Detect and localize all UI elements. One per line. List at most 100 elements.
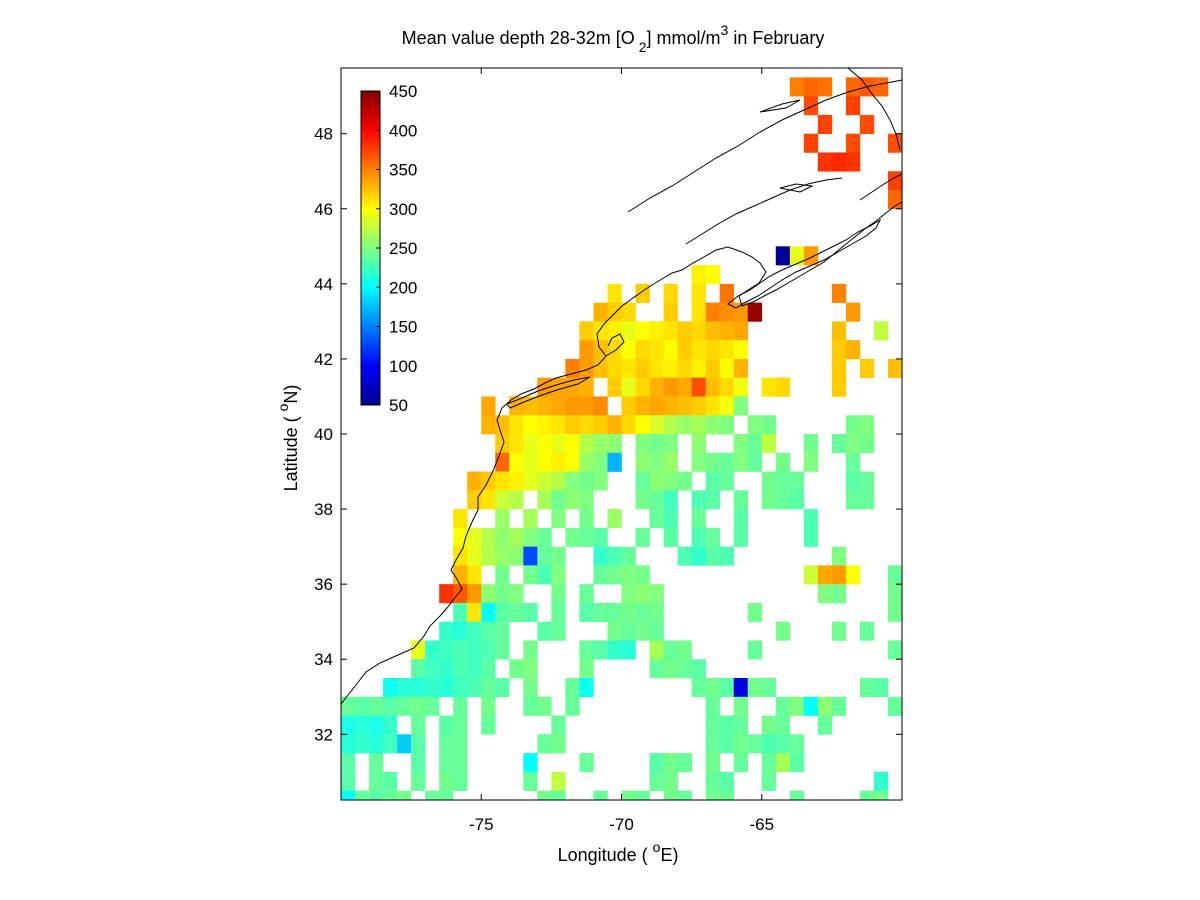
data-cell bbox=[621, 396, 636, 416]
data-cell bbox=[859, 471, 875, 491]
data-cell bbox=[383, 734, 398, 754]
data-cell bbox=[467, 584, 482, 604]
data-cell bbox=[523, 509, 538, 529]
data-cell bbox=[887, 640, 902, 660]
data-cell bbox=[607, 621, 622, 641]
data-cell bbox=[537, 696, 552, 716]
data-cell bbox=[719, 283, 734, 303]
data-cell bbox=[747, 734, 763, 754]
data-cell bbox=[551, 490, 566, 510]
title-superscript: 3 bbox=[721, 22, 729, 38]
data-cell bbox=[481, 715, 496, 735]
data-cell bbox=[523, 678, 538, 698]
data-cell bbox=[369, 790, 384, 800]
data-cell bbox=[845, 96, 861, 116]
data-cell bbox=[705, 715, 720, 735]
data-cell bbox=[509, 602, 524, 622]
data-cell bbox=[593, 602, 608, 622]
data-cell bbox=[495, 640, 510, 660]
data-cell bbox=[635, 621, 650, 641]
data-cell bbox=[551, 396, 566, 416]
data-cell bbox=[705, 790, 720, 800]
data-cell bbox=[775, 246, 791, 266]
data-cell bbox=[495, 621, 510, 641]
data-cell bbox=[691, 434, 706, 454]
data-cell bbox=[551, 565, 566, 585]
data-cell bbox=[621, 565, 636, 585]
data-cell bbox=[565, 415, 580, 435]
data-cell bbox=[887, 602, 902, 622]
data-cell bbox=[537, 415, 552, 435]
data-cell bbox=[439, 734, 454, 754]
data-cell bbox=[705, 678, 720, 698]
data-cell bbox=[551, 546, 566, 566]
data-cell bbox=[705, 527, 720, 547]
data-cell bbox=[355, 715, 370, 735]
data-cell bbox=[453, 602, 468, 622]
data-cell bbox=[831, 340, 847, 360]
data-cells bbox=[341, 77, 902, 800]
data-cell bbox=[719, 546, 734, 566]
data-cell bbox=[663, 358, 678, 378]
data-cell bbox=[495, 509, 510, 529]
data-cell bbox=[411, 659, 426, 679]
x-axis: -75 -70 -65 bbox=[469, 68, 774, 834]
data-cell bbox=[509, 659, 524, 679]
data-cell bbox=[691, 396, 706, 416]
data-cell bbox=[551, 509, 566, 529]
data-cell bbox=[439, 753, 454, 773]
data-cell bbox=[859, 114, 875, 134]
data-cell bbox=[523, 602, 538, 622]
data-cell bbox=[663, 753, 678, 773]
data-cell bbox=[579, 471, 594, 491]
data-cell bbox=[453, 546, 468, 566]
data-cell bbox=[607, 358, 622, 378]
title-middle: ] mmol/m bbox=[647, 28, 721, 48]
data-cell bbox=[663, 509, 678, 529]
data-cell bbox=[845, 152, 861, 172]
data-cell bbox=[579, 584, 594, 604]
anticosti-coastline bbox=[759, 99, 801, 113]
data-cell bbox=[621, 584, 636, 604]
data-cell bbox=[453, 678, 468, 698]
data-cell bbox=[873, 771, 889, 791]
data-cell bbox=[607, 321, 622, 341]
data-cell bbox=[649, 753, 664, 773]
data-cell bbox=[621, 621, 636, 641]
data-cell bbox=[733, 452, 749, 472]
data-cell bbox=[607, 546, 622, 566]
data-cell bbox=[677, 321, 692, 341]
data-cell bbox=[593, 302, 608, 322]
data-cell bbox=[887, 584, 902, 604]
data-cell bbox=[747, 602, 763, 622]
data-cell bbox=[537, 490, 552, 510]
data-cell bbox=[509, 490, 524, 510]
data-cell bbox=[719, 358, 734, 378]
x-tick-label: -75 bbox=[469, 815, 494, 834]
data-cell bbox=[453, 715, 468, 735]
data-cell bbox=[649, 415, 664, 435]
data-cell bbox=[481, 546, 496, 566]
data-cell bbox=[425, 640, 440, 660]
data-cell bbox=[551, 734, 566, 754]
data-cell bbox=[663, 640, 678, 660]
data-cell bbox=[537, 546, 552, 566]
data-cell bbox=[733, 696, 749, 716]
data-cell bbox=[747, 302, 763, 322]
data-cell bbox=[705, 396, 720, 416]
data-cell bbox=[495, 546, 510, 566]
data-cell bbox=[635, 283, 650, 303]
data-cell bbox=[607, 434, 622, 454]
data-cell bbox=[565, 471, 580, 491]
data-cell bbox=[733, 358, 749, 378]
data-cell bbox=[523, 696, 538, 716]
data-cell bbox=[537, 377, 552, 397]
data-cell bbox=[719, 377, 734, 397]
colorbar-tick-label: 100 bbox=[389, 357, 417, 376]
data-cell bbox=[691, 678, 706, 698]
data-cell bbox=[649, 771, 664, 791]
data-cell bbox=[649, 621, 664, 641]
data-cell bbox=[761, 715, 777, 735]
data-cell bbox=[845, 340, 861, 360]
